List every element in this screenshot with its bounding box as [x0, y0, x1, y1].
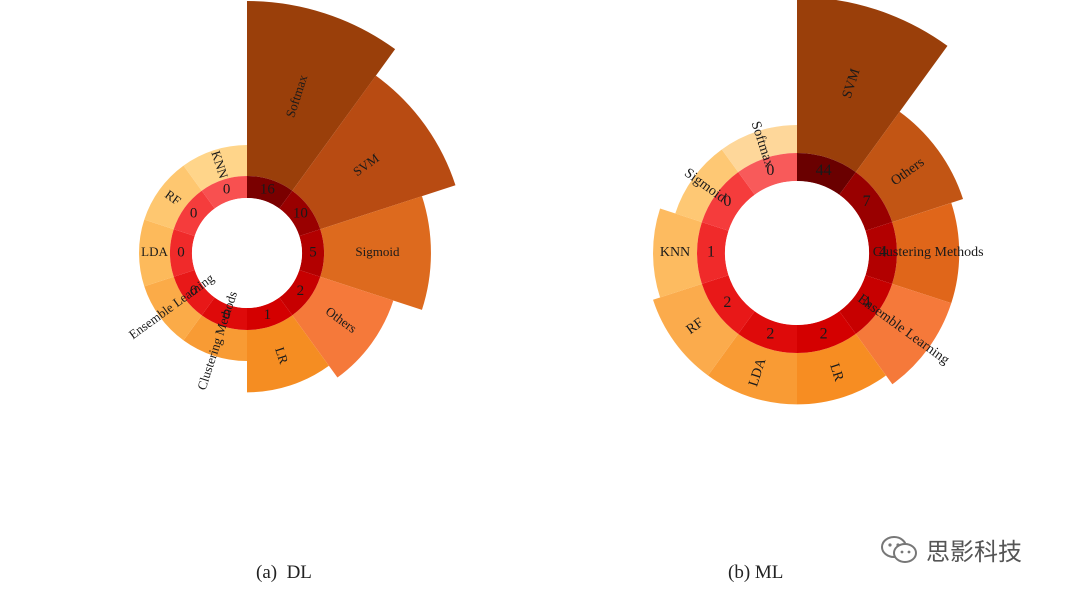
- category-label-lr: LR: [272, 345, 292, 366]
- petal-softmax: [247, 1, 396, 191]
- value-label-softmax: 16: [260, 182, 276, 198]
- ring-segment-others: [839, 172, 893, 231]
- wechat-icon: [881, 535, 917, 563]
- ring-segment-sigmoid: [701, 172, 755, 231]
- ring-segment-softmax: [738, 153, 797, 195]
- value-label-lr: 2: [820, 325, 828, 342]
- value-label-others: 2: [297, 283, 305, 299]
- petal-others: [855, 111, 964, 223]
- caption-dl: (a) DL: [256, 562, 312, 583]
- watermark-text: 思影科技: [926, 538, 1022, 566]
- petal-sigmoid: [675, 149, 739, 223]
- ring-segment-lr: [247, 297, 293, 330]
- petal-svm: [797, 0, 948, 173]
- petal-lda: [708, 333, 797, 405]
- ring-segment-lda: [738, 311, 797, 353]
- petal-lda: [138, 219, 174, 287]
- value-label-ensemble-learning: 4: [863, 294, 871, 311]
- petal-rf: [653, 283, 739, 376]
- ring-segment-rf: [173, 190, 215, 237]
- value-label-rf: 2: [723, 294, 731, 311]
- category-label-clustering-methods: Clustering Methods: [873, 245, 984, 260]
- value-label-knn: 1: [707, 244, 715, 261]
- watermark: 思影科技: [880, 532, 1022, 567]
- ring-segment-rf: [701, 275, 755, 334]
- petal-knn: [653, 208, 702, 298]
- petal-lr: [247, 315, 329, 393]
- petal-sigmoid: [320, 196, 431, 310]
- category-label-knn: KNN: [660, 245, 690, 260]
- ring-segment-svm: [797, 153, 856, 195]
- category-label-sigmoid: Sigmoid: [355, 244, 400, 259]
- ring-segment-knn: [201, 176, 247, 209]
- ring-segment-ensemble-learning: [173, 269, 215, 316]
- value-label-softmax: 0: [766, 162, 774, 179]
- value-label-lda: 2: [766, 325, 774, 342]
- value-label-others: 7: [863, 193, 871, 210]
- value-label-sigmoid: 0: [723, 193, 731, 210]
- petal-ensemble-learning: [144, 276, 202, 341]
- ring-segment-others: [279, 269, 321, 316]
- petal-knn: [183, 145, 247, 191]
- value-label-clustering-methods: 4: [879, 244, 887, 261]
- petal-lr: [797, 333, 886, 405]
- value-label-lr: 1: [264, 307, 272, 323]
- ring-segment-clustering-methods: [865, 222, 897, 284]
- petal-others: [292, 276, 394, 378]
- category-label-lda: LDA: [141, 244, 168, 259]
- category-label-lr: LR: [826, 362, 846, 384]
- ring-segment-sigmoid: [299, 229, 325, 277]
- chart-dl: Softmax16SVM10Sigmoid5Others2LR1Clusteri…: [126, 1, 456, 393]
- petal-ensemble-learning: [855, 283, 952, 385]
- petal-svm: [292, 75, 456, 230]
- ring-segment-svm: [279, 190, 321, 237]
- center-hole: [192, 198, 302, 308]
- ring-segment-ensemble-learning: [839, 275, 893, 334]
- value-label-sigmoid: 5: [309, 244, 317, 260]
- ring-segment-lr: [797, 311, 856, 353]
- center-hole: [725, 181, 869, 325]
- petal-clustering-methods: [183, 315, 247, 361]
- value-label-svm: 10: [293, 206, 308, 222]
- ring-segment-lda: [169, 229, 195, 277]
- petal-rf: [144, 165, 202, 230]
- value-label-knn: 0: [223, 182, 231, 198]
- value-label-clustering-methods: 0: [223, 307, 231, 323]
- value-label-lda: 0: [177, 244, 185, 260]
- ring-segment-clustering-methods: [201, 297, 247, 330]
- petal-clustering-methods: [892, 202, 960, 304]
- caption-ml: (b) ML: [728, 562, 784, 583]
- value-label-rf: 0: [190, 206, 198, 222]
- petal-softmax: [721, 125, 797, 173]
- value-label-svm: 44: [816, 162, 832, 179]
- value-label-ensemble-learning: 0: [190, 283, 198, 299]
- ring-segment-knn: [697, 222, 729, 284]
- ring-segment-softmax: [247, 176, 293, 209]
